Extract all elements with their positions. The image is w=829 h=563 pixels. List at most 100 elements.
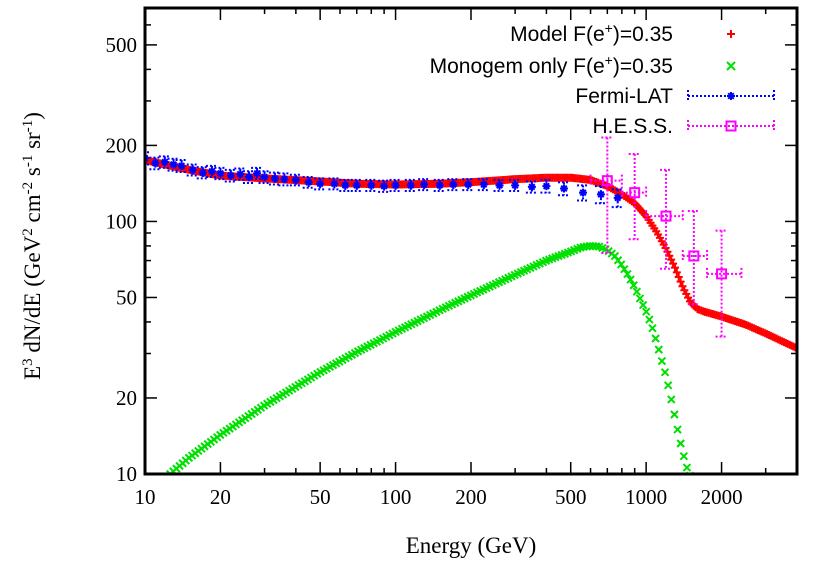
monogem-point (690, 480, 697, 487)
fermi-point (253, 169, 262, 178)
legend-marker-fermi (687, 90, 775, 102)
monogem-point (638, 300, 648, 310)
hess-point (601, 175, 613, 187)
series-fermi (145, 151, 624, 209)
y-tick-label: 100 (106, 209, 138, 233)
fermi-point (511, 181, 520, 190)
fermi-point (380, 182, 389, 191)
fermi-point (613, 193, 622, 202)
hess-point (716, 268, 728, 280)
y-tick-labels: 10 20 50 100 200 500 (106, 33, 138, 486)
model-point (791, 343, 797, 352)
monogem-point (642, 307, 651, 316)
legend-marker-hess (687, 120, 775, 132)
fermi-point (435, 181, 444, 190)
x-tick-label: 50 (310, 485, 331, 509)
y-axis-title-sup3: -1 (20, 155, 36, 168)
legend-fermi-symbol (727, 92, 735, 100)
x-tick-label: 1000 (625, 485, 667, 509)
y-axis-title-sup1: 2 (20, 228, 36, 236)
fermi-point (236, 170, 245, 179)
x-tick-label: 20 (210, 485, 231, 509)
monogem-point (629, 281, 638, 290)
y-axis-title-sup2: -2 (20, 182, 36, 195)
y-axis-title-sup4: -1 (20, 120, 36, 133)
fermi-point (367, 181, 376, 190)
y-tick-label: 200 (106, 133, 138, 157)
fermi-point (151, 159, 160, 168)
fermi-point (198, 168, 207, 177)
fermi-point (406, 181, 415, 190)
legend-marker-monogem (726, 61, 736, 71)
fermi-point (559, 184, 568, 193)
series-hess (589, 136, 743, 338)
fermi-point (207, 167, 216, 176)
y-axis-title-unit3: s (20, 167, 45, 182)
legend-label-hess: H.E.S.S. (592, 115, 673, 138)
hess-point (688, 250, 700, 262)
fermi-point (420, 180, 429, 189)
monogem-point (623, 269, 632, 279)
fermi-point (304, 178, 313, 187)
x-tick-label: 100 (380, 485, 412, 509)
y-axis-title-sup: 3 (20, 358, 36, 366)
x-tick-label: 200 (455, 485, 487, 509)
axis-ticks (144, 7, 798, 475)
y-axis-title-unit2: cm (20, 194, 45, 228)
monogem-point (626, 275, 635, 284)
hess-point (629, 187, 641, 199)
fermi-point (226, 171, 235, 180)
fermi-point (596, 190, 605, 199)
model-point (674, 272, 683, 281)
monogem-point (663, 381, 673, 390)
hess-point (660, 210, 672, 222)
fermi-point (169, 160, 178, 169)
legend-entry-hess: H.E.S.S. (592, 115, 775, 138)
plot-area (145, 136, 797, 498)
monogem-point (667, 395, 676, 404)
legend-label-model: Model F(e+)=0.35 (510, 20, 673, 46)
fermi-point (341, 181, 350, 190)
fermi-point (177, 161, 186, 170)
y-tick-label: 500 (106, 33, 138, 57)
fermi-point (330, 179, 339, 188)
y-axis-title-close: ) (20, 112, 45, 120)
fermi-point (479, 180, 488, 189)
y-axis-title-mid: dN/dE (GeV (20, 235, 45, 358)
monogem-point (616, 260, 626, 269)
legend-label-fermi: Fermi-LAT (575, 85, 673, 108)
x-tick-label: 2000 (701, 485, 743, 509)
monogem-point (693, 491, 700, 498)
fermi-point (316, 179, 325, 188)
model-point (672, 268, 681, 277)
monogem-point (648, 323, 657, 333)
monogem-point (682, 463, 692, 472)
y-axis-title-unit4: sr (20, 132, 45, 155)
monogem-point (660, 368, 670, 377)
fermi-point (280, 175, 289, 184)
fermi-point (542, 182, 551, 191)
model-point (669, 259, 678, 268)
legend: Model F(e+)=0.35 Monogem only F(e+)=0.35… (430, 20, 775, 138)
legend-model-symbol (727, 30, 735, 38)
monogem-point (620, 264, 629, 274)
series-monogem (165, 241, 700, 498)
fermi-point (579, 188, 588, 197)
fermi-point (244, 172, 253, 181)
fermi-point (352, 181, 361, 190)
y-axis-title: E3 dN/dE (GeV2 cm-2 s-1 sr-1) (20, 112, 45, 380)
monogem-point (670, 410, 679, 419)
legend-label-monogem: Monogem only F(e+)=0.35 (430, 52, 673, 78)
model-point (676, 277, 685, 286)
legend-entry-model: Model F(e+)=0.35 (510, 20, 735, 46)
monogem-point (679, 451, 689, 461)
legend-entry-fermi: Fermi-LAT (575, 85, 775, 108)
x-tick-label: 500 (555, 485, 587, 509)
monogem-point (645, 315, 654, 324)
legend-hess-symbol (725, 120, 737, 132)
legend-marker-model (727, 30, 735, 38)
model-point (670, 263, 679, 272)
x-tick-labels: 10 20 50 100 200 500 1000 2000 (135, 485, 743, 509)
fermi-point (260, 172, 269, 181)
